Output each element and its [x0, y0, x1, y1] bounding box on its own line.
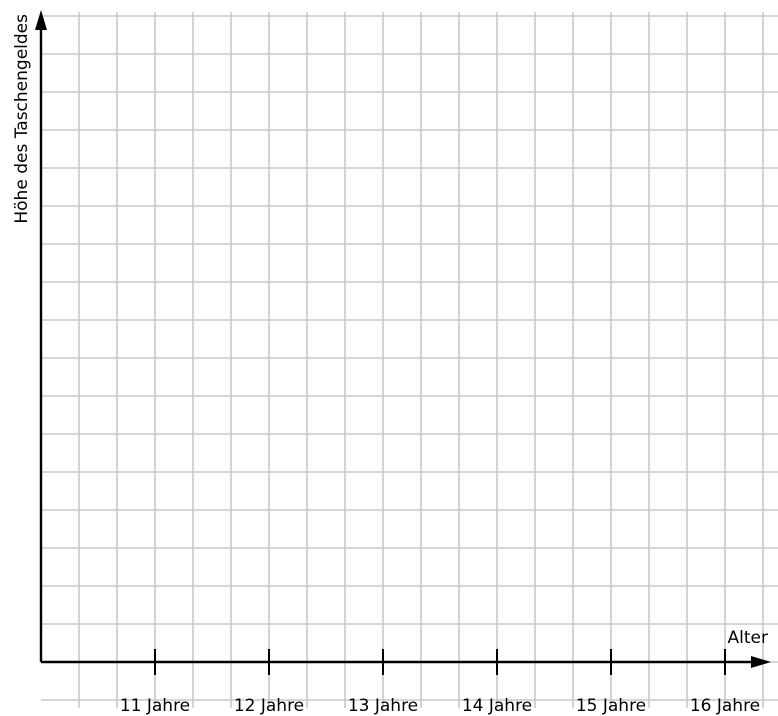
x-ticks	[154, 649, 726, 675]
y-axis-arrow-icon	[35, 10, 47, 30]
x-axis-arrow-icon	[751, 656, 771, 668]
x-axis-label: Alter	[728, 628, 768, 648]
x-tick-label: 12 Jahre	[234, 696, 304, 716]
x-tick-label: 11 Jahre	[120, 696, 190, 716]
grid	[41, 12, 778, 708]
x-tick-label: 15 Jahre	[576, 696, 646, 716]
x-tick-label: 14 Jahre	[462, 696, 532, 716]
x-tick-label: 13 Jahre	[348, 696, 418, 716]
x-tick-labels: 11 Jahre 12 Jahre 13 Jahre 14 Jahre 15 Jahre…	[120, 696, 760, 716]
x-tick-label: 16 Jahre	[690, 696, 760, 716]
y-axis-label: Höhe des Taschengeldes	[12, 14, 32, 224]
axes	[35, 10, 771, 668]
